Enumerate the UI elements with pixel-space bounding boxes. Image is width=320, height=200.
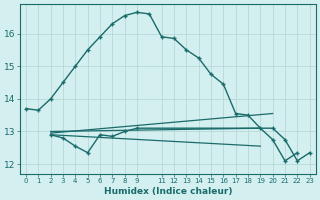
X-axis label: Humidex (Indice chaleur): Humidex (Indice chaleur) (104, 187, 232, 196)
